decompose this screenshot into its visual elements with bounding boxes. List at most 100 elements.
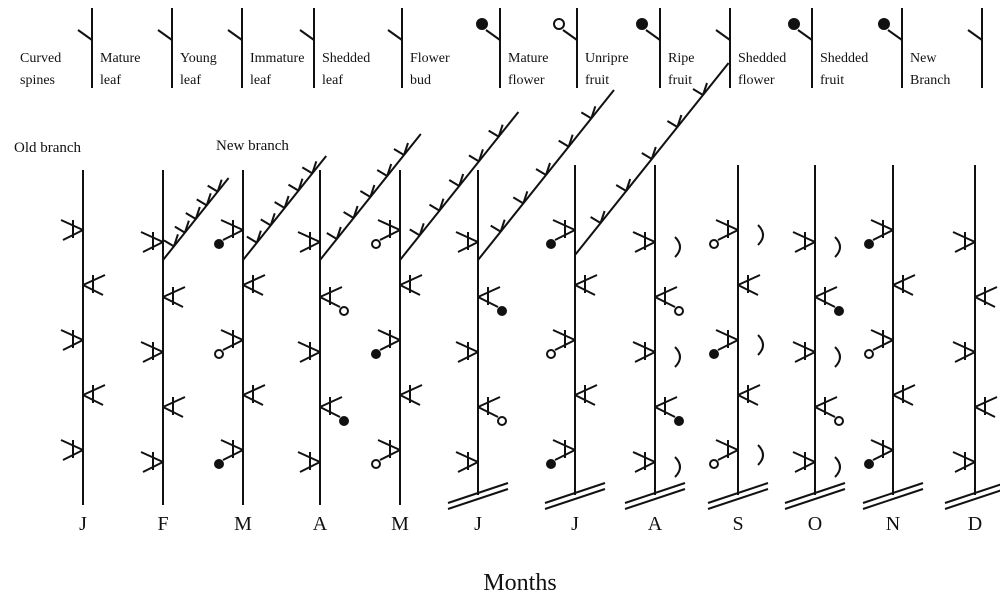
month-label: J [571, 513, 579, 535]
leaf [297, 178, 304, 191]
leaf [641, 152, 653, 160]
legend-label: Shedded [322, 51, 370, 66]
ripe-fruit [834, 456, 841, 478]
leaf [522, 191, 529, 204]
leaf [255, 230, 262, 243]
legend-label: Immature [250, 51, 304, 66]
legend-label: Shedded [738, 51, 786, 66]
fruit [339, 416, 349, 426]
legend-label: leaf [180, 73, 201, 88]
leaf [535, 168, 547, 176]
fruit [834, 416, 844, 426]
legend-label: Mature [508, 51, 548, 66]
legend-label: Unripre [585, 51, 629, 66]
leaf [499, 219, 506, 232]
leaf [369, 184, 376, 198]
legend-label: flower [508, 73, 545, 88]
legend-symbol [562, 29, 578, 41]
legend-label: leaf [100, 73, 121, 88]
leaf [512, 196, 524, 205]
leaf [615, 184, 627, 192]
legend-label: bud [410, 73, 431, 88]
legend-label: leaf [250, 73, 271, 88]
leaf [359, 190, 371, 198]
legend-symbol [878, 18, 890, 30]
legend-symbol [797, 29, 813, 41]
legend-symbol [299, 29, 315, 41]
fruit [709, 239, 719, 249]
cut-mark [544, 482, 606, 504]
leaf [183, 220, 190, 233]
leaf [490, 224, 502, 233]
legend-symbol [715, 29, 731, 41]
leaf [246, 235, 258, 244]
leaf [335, 226, 342, 240]
fruit [546, 349, 556, 359]
legend-symbol [788, 18, 800, 30]
ripe-fruit [757, 224, 764, 246]
fruit [864, 239, 874, 249]
leaf [590, 106, 597, 119]
legend-label: Branch [910, 73, 950, 88]
leaf [172, 234, 179, 247]
legend-symbol [485, 29, 501, 41]
cut-mark [707, 482, 769, 504]
month-label: J [474, 513, 482, 535]
leaf [599, 210, 606, 224]
legend-label: fruit [668, 73, 692, 88]
leaf [386, 163, 393, 177]
fruit [214, 239, 224, 249]
leaf [590, 216, 602, 224]
legend-symbol [476, 18, 488, 30]
leaf [194, 206, 201, 220]
leaf [438, 198, 445, 211]
legend-label: New [910, 51, 937, 66]
legend-label: Flower [410, 51, 450, 66]
cut-mark [544, 488, 606, 510]
fruit [339, 306, 349, 316]
leaf [163, 239, 175, 248]
ripe-fruit [834, 236, 841, 258]
fruit [497, 416, 507, 426]
leaf [458, 173, 465, 187]
leaf [702, 82, 708, 96]
cut-mark [447, 482, 509, 504]
leaf [692, 88, 704, 96]
legend-symbol [157, 29, 173, 41]
fruit [371, 239, 381, 249]
leaf [650, 146, 657, 160]
cut-mark [784, 488, 846, 510]
legend-label: Young [180, 51, 217, 66]
legend-label: Mature [100, 51, 140, 66]
leaf [205, 193, 212, 206]
ripe-fruit [674, 456, 681, 478]
legend-symbol [887, 29, 903, 41]
cut-mark [944, 483, 1000, 504]
legend-label: Curved [20, 51, 61, 66]
leaf [448, 179, 460, 187]
leaf [403, 142, 409, 156]
cut-mark [862, 482, 924, 504]
cut-mark [784, 482, 846, 504]
ripe-fruit [674, 236, 681, 258]
month-label: J [79, 513, 87, 535]
fruit [497, 306, 507, 316]
leaf [376, 169, 388, 177]
cut-mark [447, 488, 509, 510]
ripe-fruit [757, 444, 764, 466]
month-label: N [886, 513, 900, 535]
legend-label: fruit [585, 73, 609, 88]
month-label: M [234, 513, 252, 535]
leaf [196, 198, 208, 207]
cut-mark [862, 488, 924, 510]
old-branch-label: Old branch [14, 140, 82, 156]
ripe-fruit [757, 334, 764, 356]
month-label: F [157, 513, 168, 535]
leaf [625, 178, 632, 192]
fruit [371, 349, 381, 359]
legend-symbol [636, 18, 648, 30]
legend-symbol [227, 29, 243, 41]
month-label: M [391, 513, 409, 535]
fruit [214, 459, 224, 469]
